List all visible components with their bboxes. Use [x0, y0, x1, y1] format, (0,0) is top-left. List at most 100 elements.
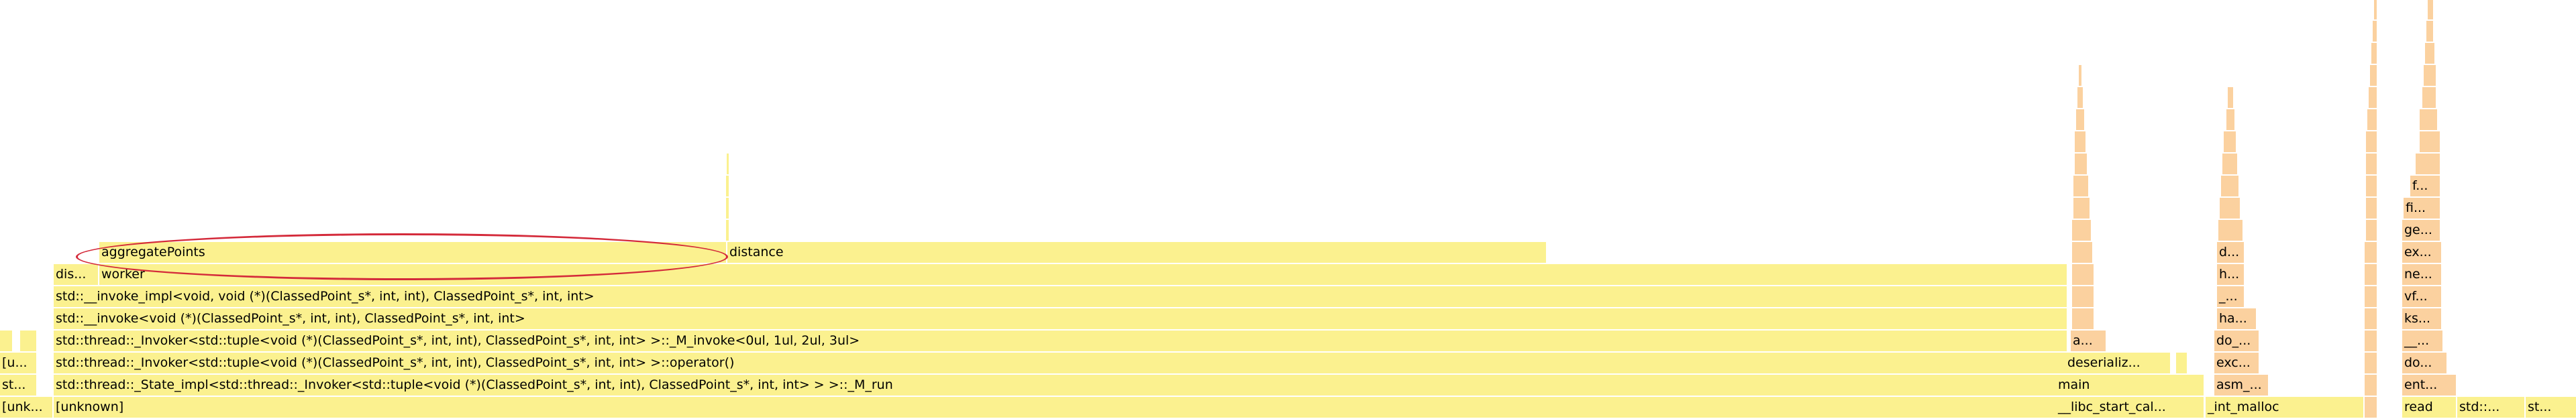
flame-frame[interactable]: __...: [2402, 331, 2442, 351]
flame-frame[interactable]: [2365, 397, 2377, 418]
flame-frame[interactable]: [2422, 87, 2436, 108]
flame-frame[interactable]: [2073, 198, 2090, 219]
flame-frame[interactable]: [726, 198, 729, 219]
flame-frame[interactable]: asm_...: [2214, 375, 2268, 396]
flame-frame[interactable]: exc...: [2214, 353, 2259, 373]
flame-frame[interactable]: [2365, 264, 2377, 285]
flame-frame[interactable]: [2072, 242, 2092, 263]
flame-frame-label: deserializ...: [2067, 355, 2141, 370]
flame-frame[interactable]: [2072, 264, 2094, 285]
flame-frame[interactable]: [2075, 131, 2085, 152]
flame-frame[interactable]: [2366, 176, 2377, 196]
flame-frame[interactable]: st...: [0, 375, 36, 396]
flame-frame[interactable]: [2365, 331, 2377, 351]
flame-frame[interactable]: [2079, 65, 2081, 86]
flame-frame[interactable]: [unk...: [0, 397, 52, 418]
flame-frame[interactable]: [2420, 131, 2440, 152]
flame-frame[interactable]: __libc_start_cal...: [2056, 397, 2204, 418]
flame-frame[interactable]: d...: [2217, 242, 2244, 263]
flame-frame[interactable]: [2365, 286, 2377, 307]
flame-frame[interactable]: [2365, 242, 2377, 263]
flame-frame[interactable]: std::thread::_Invoker<std::tuple<void (*…: [54, 353, 2067, 373]
flame-frame[interactable]: [727, 154, 729, 174]
flame-frame[interactable]: main: [2056, 375, 2204, 396]
flame-frame[interactable]: read: [2402, 397, 2456, 418]
flame-frame[interactable]: [2073, 176, 2088, 196]
flame-frame[interactable]: std::thread::_Invoker<std::tuple<void (*…: [54, 331, 2067, 351]
flame-frame[interactable]: [unknown]: [54, 397, 2067, 418]
flame-frame[interactable]: ex...: [2402, 242, 2441, 263]
flame-frame[interactable]: ne...: [2402, 264, 2441, 285]
flame-frame-label: exc...: [2216, 355, 2251, 370]
flame-frame-label: h...: [2219, 267, 2240, 282]
flame-frame[interactable]: [2224, 131, 2236, 152]
flame-frame[interactable]: [0, 331, 12, 351]
flame-frame[interactable]: [2365, 308, 2377, 329]
flame-frame[interactable]: deserializ...: [2065, 353, 2170, 373]
flame-frame[interactable]: [2416, 154, 2440, 174]
flame-frame[interactable]: aggregatePoints: [99, 242, 726, 263]
flame-frame[interactable]: h...: [2217, 264, 2244, 285]
flame-frame[interactable]: f...: [2410, 176, 2440, 196]
flame-frame[interactable]: [2226, 109, 2234, 130]
flame-frame[interactable]: [726, 220, 729, 241]
flame-frame[interactable]: [u...: [0, 353, 36, 373]
flame-frame[interactable]: [2365, 353, 2377, 373]
flame-frame-label: ge...: [2404, 223, 2432, 237]
flame-frame[interactable]: [2374, 0, 2377, 19]
flame-frame[interactable]: [2367, 109, 2377, 130]
flame-frame[interactable]: [726, 176, 729, 196]
flame-frame[interactable]: [2425, 43, 2434, 64]
flame-frame-label: st...: [2, 377, 26, 392]
flame-frame[interactable]: [2373, 21, 2377, 42]
flame-frame[interactable]: _...: [2217, 286, 2244, 307]
flame-frame[interactable]: [2228, 87, 2233, 108]
flame-frame[interactable]: [2366, 220, 2377, 241]
flame-frame[interactable]: [2366, 131, 2377, 152]
flame-frame[interactable]: [2072, 286, 2094, 307]
flame-frame[interactable]: ks...: [2402, 308, 2441, 329]
flame-frame[interactable]: [2072, 220, 2091, 241]
flame-frame[interactable]: ha...: [2217, 308, 2256, 329]
flame-frame-label: [unk...: [2, 400, 43, 414]
flame-frame[interactable]: [2220, 198, 2240, 219]
flame-frame[interactable]: [2420, 109, 2437, 130]
flame-frame[interactable]: [2077, 87, 2083, 108]
flame-frame[interactable]: _int_malloc: [2206, 397, 2363, 418]
flame-frame-label: ex...: [2404, 245, 2432, 259]
flame-frame[interactable]: distance: [727, 242, 1546, 263]
flame-frame[interactable]: fi...: [2404, 198, 2440, 219]
flame-frame[interactable]: ent...: [2402, 375, 2456, 396]
flame-frame[interactable]: [2366, 198, 2377, 219]
flame-frame[interactable]: ge...: [2402, 220, 2440, 241]
flame-frame[interactable]: [2365, 375, 2377, 396]
flame-frame[interactable]: std::__invoke<void (*)(ClassedPoint_s*, …: [54, 308, 2067, 329]
flame-frame[interactable]: do...: [2402, 353, 2446, 373]
flame-frame[interactable]: [2370, 65, 2377, 86]
flame-frame[interactable]: [20, 331, 36, 351]
flame-frame[interactable]: [2428, 0, 2433, 19]
flame-frame[interactable]: std::__invoke_impl<void, void (*)(Classe…: [54, 286, 2067, 307]
flame-frame[interactable]: do_...: [2214, 331, 2259, 351]
flame-frame[interactable]: [2222, 154, 2237, 174]
flame-frame[interactable]: [2424, 65, 2436, 86]
flame-frame[interactable]: [2218, 220, 2243, 241]
flame-frame[interactable]: [2366, 154, 2377, 174]
flame-frame[interactable]: vf...: [2402, 286, 2441, 307]
flame-frame[interactable]: [2369, 87, 2377, 108]
flame-frame[interactable]: [2221, 176, 2238, 196]
flame-frame-label: std::thread::_Invoker<std::tuple<void (*…: [56, 355, 735, 370]
flame-frame-label: do_...: [2216, 333, 2251, 348]
flame-frame[interactable]: [2176, 353, 2187, 373]
flame-frame[interactable]: dis...: [54, 264, 98, 285]
flame-frame[interactable]: [2072, 308, 2094, 329]
flame-frame[interactable]: worker: [99, 264, 2067, 285]
flame-frame[interactable]: std::thread::_State_impl<std::thread::_I…: [54, 375, 2067, 396]
flame-frame[interactable]: [2075, 154, 2087, 174]
flame-frame[interactable]: a...: [2071, 331, 2106, 351]
flame-frame[interactable]: [2371, 43, 2377, 64]
flame-frame[interactable]: st...: [2526, 397, 2576, 418]
flame-frame[interactable]: [2426, 21, 2433, 42]
flame-frame[interactable]: [2076, 109, 2084, 130]
flame-frame[interactable]: std::...: [2457, 397, 2524, 418]
